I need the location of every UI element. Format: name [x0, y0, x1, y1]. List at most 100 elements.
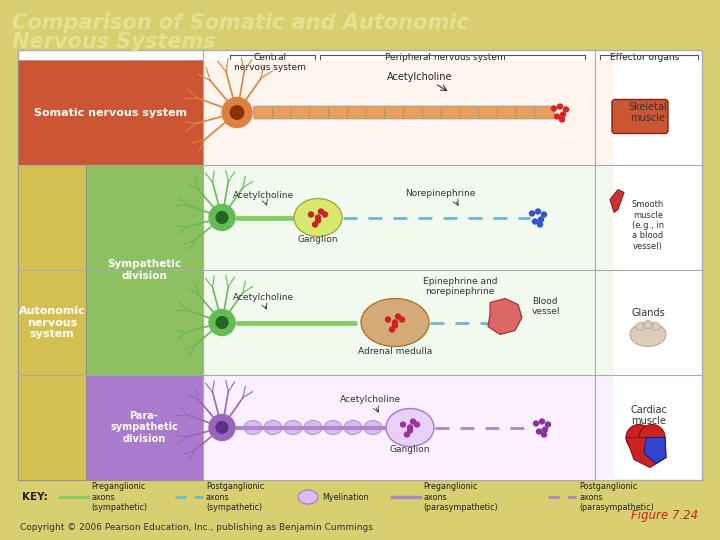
Text: Postganglionic
axons
(parasympathetic): Postganglionic axons (parasympathetic) [579, 482, 654, 512]
Circle shape [652, 322, 660, 330]
FancyBboxPatch shape [18, 60, 203, 165]
FancyBboxPatch shape [384, 106, 405, 119]
Polygon shape [644, 437, 666, 463]
Ellipse shape [630, 322, 666, 347]
Circle shape [216, 422, 228, 433]
Text: Acetylcholine: Acetylcholine [339, 395, 400, 403]
Circle shape [408, 428, 413, 433]
Ellipse shape [364, 421, 382, 435]
FancyBboxPatch shape [203, 165, 613, 270]
Text: Comparison of Somatic and Autonomic: Comparison of Somatic and Autonomic [12, 13, 469, 33]
Text: Autonomic
nervous
system: Autonomic nervous system [19, 306, 86, 339]
FancyBboxPatch shape [460, 106, 480, 119]
Circle shape [395, 314, 400, 319]
FancyBboxPatch shape [422, 106, 442, 119]
Circle shape [216, 316, 228, 328]
FancyBboxPatch shape [612, 99, 668, 133]
Circle shape [626, 424, 652, 450]
Text: Para-
sympathetic
division: Para- sympathetic division [110, 411, 178, 444]
Text: Epinephrine and
norepinephrine: Epinephrine and norepinephrine [423, 277, 498, 296]
Circle shape [312, 222, 318, 227]
Text: Ganglion: Ganglion [390, 444, 431, 454]
Circle shape [209, 205, 235, 231]
Circle shape [557, 104, 562, 109]
Circle shape [230, 106, 244, 119]
Circle shape [400, 422, 405, 427]
Circle shape [209, 309, 235, 335]
Circle shape [315, 215, 320, 220]
Ellipse shape [304, 421, 322, 435]
Circle shape [552, 106, 557, 111]
Text: Central
nervous system: Central nervous system [234, 53, 306, 72]
FancyBboxPatch shape [310, 106, 330, 119]
FancyBboxPatch shape [86, 165, 203, 375]
Circle shape [405, 432, 410, 437]
Text: Myelination: Myelination [322, 492, 369, 502]
FancyBboxPatch shape [18, 50, 702, 480]
Circle shape [415, 422, 420, 427]
FancyBboxPatch shape [516, 106, 536, 119]
FancyBboxPatch shape [366, 106, 386, 119]
Text: Cardiac
muscle: Cardiac muscle [631, 404, 667, 426]
Ellipse shape [344, 421, 362, 435]
Text: Glands: Glands [631, 307, 665, 318]
FancyBboxPatch shape [272, 106, 292, 119]
Circle shape [392, 320, 397, 325]
Circle shape [408, 425, 413, 430]
Text: Blood
vessel: Blood vessel [532, 297, 560, 316]
Text: Nervous Systems: Nervous Systems [12, 32, 215, 52]
Text: Ganglion: Ganglion [298, 234, 338, 244]
FancyBboxPatch shape [535, 106, 554, 119]
Text: Postganglionic
axons
(sympathetic): Postganglionic axons (sympathetic) [206, 482, 264, 512]
Polygon shape [488, 299, 522, 334]
FancyBboxPatch shape [328, 106, 348, 119]
Circle shape [534, 421, 539, 426]
Circle shape [308, 212, 313, 217]
Ellipse shape [244, 421, 262, 435]
Circle shape [390, 327, 395, 332]
Ellipse shape [284, 421, 302, 435]
FancyBboxPatch shape [498, 106, 517, 119]
Circle shape [385, 317, 390, 322]
FancyBboxPatch shape [203, 375, 613, 480]
FancyBboxPatch shape [203, 270, 613, 375]
Circle shape [392, 323, 397, 328]
FancyBboxPatch shape [347, 106, 367, 119]
Circle shape [323, 212, 328, 217]
Circle shape [564, 107, 569, 112]
FancyBboxPatch shape [403, 106, 423, 119]
Ellipse shape [294, 199, 342, 237]
Circle shape [318, 209, 323, 214]
FancyBboxPatch shape [253, 106, 274, 119]
Text: Skeletal
muscle: Skeletal muscle [629, 102, 667, 123]
Circle shape [539, 419, 544, 424]
Circle shape [209, 415, 235, 441]
FancyBboxPatch shape [291, 106, 311, 119]
Text: KEY:: KEY: [22, 492, 48, 502]
Text: Smooth
muscle
(e.g., in
a blood
vessel): Smooth muscle (e.g., in a blood vessel) [632, 200, 664, 251]
Text: Preganglionic
axons
(parasympathetic): Preganglionic axons (parasympathetic) [423, 482, 498, 512]
Ellipse shape [298, 490, 318, 504]
FancyBboxPatch shape [203, 60, 613, 165]
Circle shape [533, 219, 538, 224]
Circle shape [222, 98, 252, 127]
Circle shape [636, 322, 644, 330]
Circle shape [216, 212, 228, 224]
Polygon shape [626, 437, 666, 468]
Text: Acetylcholine: Acetylcholine [233, 191, 294, 199]
Ellipse shape [264, 421, 282, 435]
Text: Acetylcholine: Acetylcholine [233, 294, 294, 302]
Ellipse shape [361, 299, 429, 347]
Circle shape [539, 217, 544, 222]
Text: Sympathetic
division: Sympathetic division [107, 259, 181, 281]
Circle shape [639, 424, 665, 450]
Circle shape [560, 112, 565, 117]
Circle shape [559, 117, 564, 122]
Text: Peripheral nervous system: Peripheral nervous system [384, 53, 505, 62]
Circle shape [410, 419, 415, 424]
Circle shape [536, 209, 541, 214]
Circle shape [541, 212, 546, 217]
Text: Acetylcholine: Acetylcholine [387, 72, 453, 83]
Circle shape [315, 218, 320, 223]
Text: Preganglionic
axons
(sympathetic): Preganglionic axons (sympathetic) [91, 482, 147, 512]
